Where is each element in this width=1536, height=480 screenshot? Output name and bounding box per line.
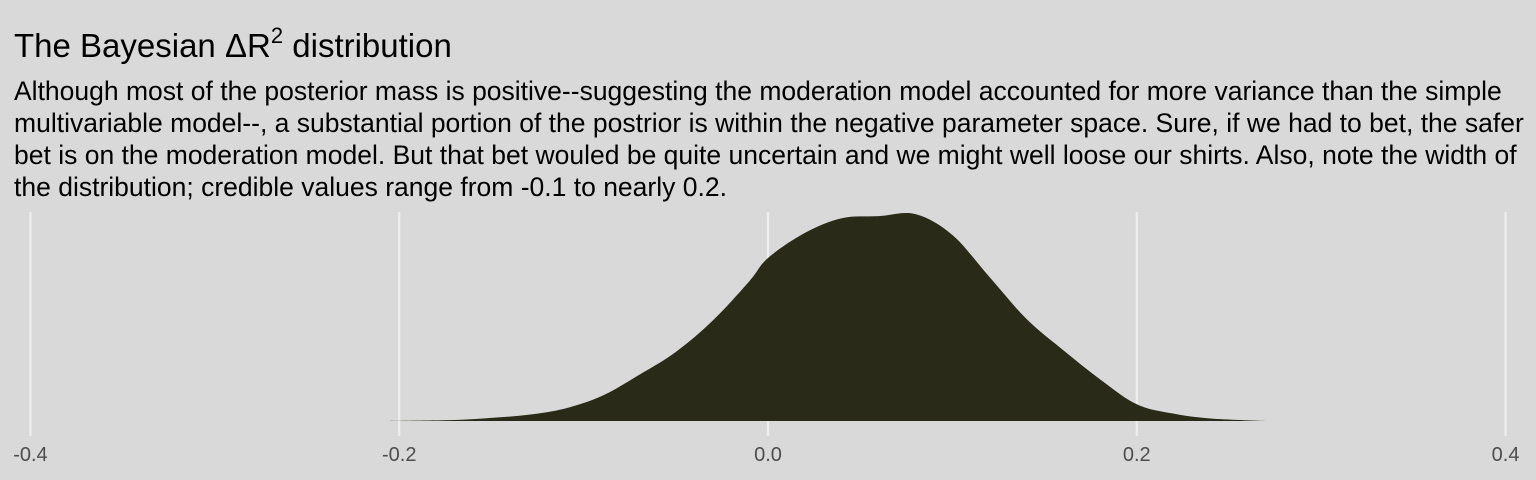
x-axis-ticks: -0.4 -0.2 0.0 0.2 0.4 [13, 444, 1519, 466]
title-prefix: The Bayesian [14, 27, 225, 64]
x-tick-label: 0.2 [1123, 444, 1151, 466]
title-superscript: 2 [270, 23, 284, 48]
x-tick-label: 0.0 [754, 444, 782, 466]
grid-lines [29, 212, 1507, 436]
title-suffix: distribution [283, 27, 452, 64]
x-tick-label: -0.2 [382, 444, 416, 466]
title-delta-r: ΔR [224, 27, 271, 64]
title-symbol: ΔR2 [224, 23, 283, 64]
chart-title: The Bayesian ΔR2 distribution [14, 18, 452, 66]
x-tick-label: -0.4 [13, 444, 47, 466]
x-tick-label: 0.4 [1492, 444, 1520, 466]
chart-subtitle: Although most of the posterior mass is p… [14, 76, 1524, 202]
density-area [380, 212, 1266, 421]
